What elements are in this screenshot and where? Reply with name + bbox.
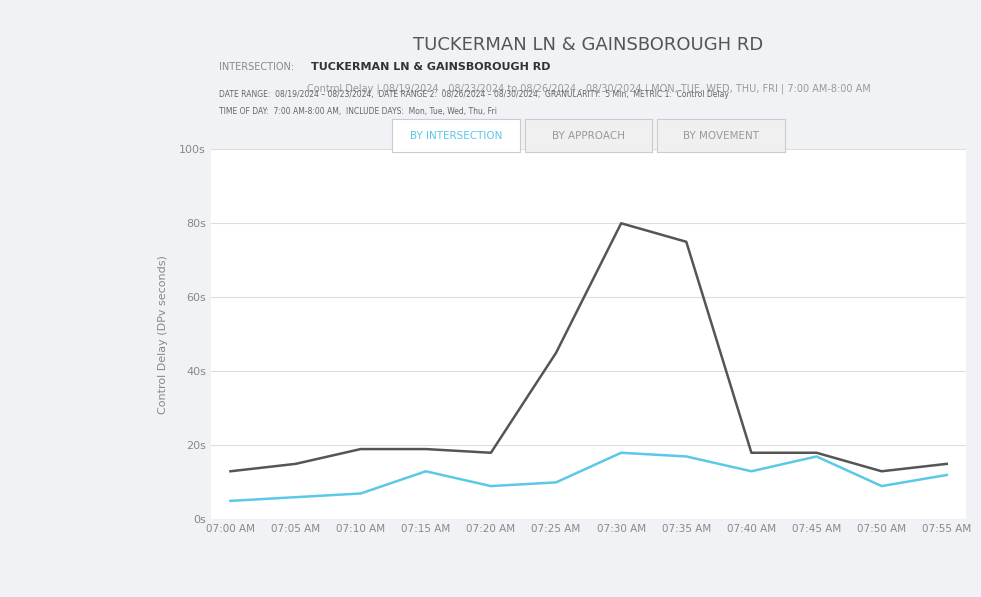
Text: BY INTERSECTION: BY INTERSECTION	[410, 131, 502, 141]
Text: BY APPROACH: BY APPROACH	[552, 131, 625, 141]
Text: Control Delay | 08/19/2024 - 08/23/2024 to 08/26/2024 - 08/30/2024 | MON, TUE, W: Control Delay | 08/19/2024 - 08/23/2024 …	[307, 84, 870, 94]
Text: INTERSECTION:: INTERSECTION:	[219, 62, 293, 72]
Text: TUCKERMAN LN & GAINSBOROUGH RD: TUCKERMAN LN & GAINSBOROUGH RD	[413, 36, 764, 54]
Text: TIME OF DAY:  7:00 AM-8:00 AM,  INCLUDE DAYS:  Mon, Tue, Wed, Thu, Fri: TIME OF DAY: 7:00 AM-8:00 AM, INCLUDE DA…	[219, 107, 496, 116]
Text: DATE RANGE:  08/19/2024 – 08/23/2024,  DATE RANGE 2:  08/26/2024 – 08/30/2024,  : DATE RANGE: 08/19/2024 – 08/23/2024, DAT…	[219, 90, 729, 99]
Text: BY MOVEMENT: BY MOVEMENT	[683, 131, 759, 141]
Y-axis label: Control Delay (DPv seconds): Control Delay (DPv seconds)	[158, 255, 168, 414]
Text: TUCKERMAN LN & GAINSBOROUGH RD: TUCKERMAN LN & GAINSBOROUGH RD	[311, 62, 550, 72]
